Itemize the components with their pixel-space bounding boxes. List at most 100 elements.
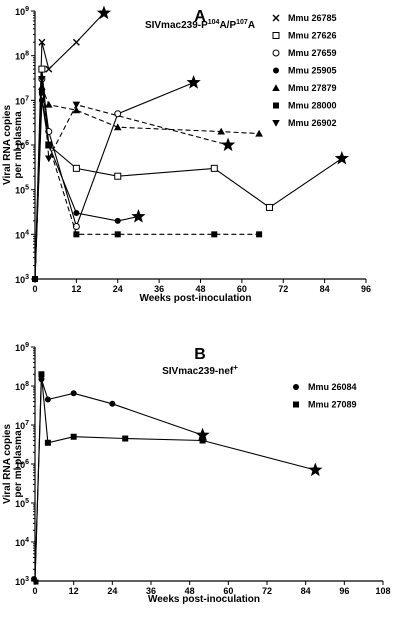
- data-point: [114, 172, 122, 180]
- data-point: [70, 390, 77, 397]
- data-point: [38, 371, 45, 378]
- panel-b-y-axis-title: Viral RNA copiesper ml plasma: [2, 424, 24, 504]
- legend-label: Mmu 27626: [288, 31, 337, 41]
- data-point: [73, 231, 80, 238]
- legend-marker: [293, 401, 299, 408]
- data-point: [256, 231, 263, 238]
- data-point: [114, 217, 121, 224]
- panel-b-y-tick-label: 105: [15, 498, 29, 509]
- panel-a-y-tick-label: 105: [15, 185, 29, 196]
- panel-b-y-tick-label: 103: [15, 576, 29, 587]
- legend-marker: [273, 102, 279, 109]
- baseline-point: [33, 579, 39, 585]
- panel-b-x-tick-label: 36: [146, 586, 156, 596]
- legend-marker: [272, 49, 280, 57]
- series-line: [34, 86, 260, 280]
- panel-a-x-tick-label: 60: [237, 284, 247, 294]
- series-mmu-27879: [34, 83, 263, 280]
- panel-a-x-tick-label: 36: [154, 284, 164, 294]
- end-star-marker: [308, 462, 323, 477]
- end-star-marker: [195, 427, 210, 442]
- data-point: [44, 155, 53, 163]
- panel-b-x-tick-label: 24: [107, 586, 117, 596]
- panel-a-title: SIVmac239-P104A/P107A: [145, 19, 255, 31]
- panel-b-x-tick-label: 60: [223, 586, 233, 596]
- panel-b-y-tick-label: 109: [15, 342, 29, 353]
- panel-a-y-tick-label: 107: [15, 95, 29, 106]
- panel-a: 103 104 105 106 107 108 109 0 12 24 36 48 60 72 84 96 AS…: [2, 5, 371, 304]
- legend-marker: [293, 384, 299, 390]
- panel-b-legend: Mmu 26084 Mmu 27089: [293, 382, 357, 410]
- series-line: [34, 100, 139, 280]
- panel-b-x-axis-title: Weeks post-inoculation: [148, 594, 260, 605]
- data-point: [265, 203, 273, 211]
- data-point: [72, 106, 81, 114]
- panel-a-y-tick-label: 103: [15, 274, 29, 285]
- panel-a-y-axis-title: Viral RNA copiesper ml plasma: [2, 105, 24, 185]
- legend-label: Mmu 27089: [308, 400, 357, 410]
- legend-marker: [273, 67, 279, 74]
- panel-b-y-tick-label: 108: [15, 381, 29, 392]
- panel-a-x-tick-label: 96: [361, 284, 371, 294]
- series-mmu-28000: [34, 89, 263, 280]
- legend-marker: [272, 32, 280, 39]
- panel-b-y-tick-label: 104: [15, 537, 29, 548]
- data-point: [199, 437, 206, 444]
- panel-a-x-tick-label: 0: [32, 284, 37, 294]
- end-star-marker: [220, 137, 236, 152]
- data-point: [38, 38, 46, 46]
- data-point: [113, 123, 122, 131]
- panel-b-y-tick-label: 107: [15, 420, 29, 431]
- end-star-marker: [96, 5, 112, 20]
- data-point: [72, 38, 80, 46]
- panel-a-y-tick-label: 108: [15, 51, 29, 62]
- panel-b-y-tick-label: 106: [15, 459, 29, 470]
- data-point: [44, 439, 51, 446]
- panel-a-x-axis-title: Weeks post-inoculation: [139, 293, 251, 304]
- data-point: [217, 127, 225, 135]
- legend-label: Mmu 25905: [288, 66, 337, 76]
- panel-b-label: B: [194, 346, 206, 363]
- panel-b-title: SIVmac239-nef+: [162, 363, 238, 377]
- data-point: [38, 76, 46, 83]
- legend-label: Mmu 27879: [288, 83, 337, 93]
- legend-label: Mmu 26902: [288, 118, 337, 128]
- data-point: [72, 164, 80, 172]
- series-mmu-27089: [34, 371, 323, 582]
- panel-b-x-tick-label: 84: [301, 586, 311, 596]
- panel-a-legend: Mmu 26785 Mmu 27626 Mmu 27659 Mmu 25905 Mmu …: [272, 13, 337, 128]
- panel-a-label: A: [194, 8, 206, 25]
- end-star-marker: [131, 209, 146, 223]
- panel-b-x-tick-label: 72: [262, 586, 272, 596]
- panel-a-y-tick-label: 104: [15, 229, 29, 240]
- series-mmu-26785: [34, 5, 112, 280]
- data-point: [114, 231, 121, 238]
- end-star-marker: [334, 150, 349, 165]
- data-point: [72, 101, 81, 109]
- data-point: [70, 433, 77, 440]
- panel-b-x-tick-label: 108: [375, 586, 390, 596]
- series-line: [34, 378, 203, 582]
- legend-label: Mmu 27659: [288, 48, 337, 58]
- data-point: [114, 110, 122, 118]
- series-mmu-26084: [34, 376, 210, 582]
- data-point: [73, 210, 80, 217]
- panel-a-y-tick-label: 106: [15, 140, 29, 151]
- baseline-point: [32, 276, 38, 282]
- panel-a-x-tick-label: 12: [71, 284, 81, 294]
- panel-a-y-tick-label: 109: [15, 6, 29, 17]
- data-point: [72, 222, 80, 230]
- data-point: [109, 400, 116, 407]
- panel-b-x-tick-label: 0: [32, 586, 37, 596]
- series-mmu-27626: [34, 65, 349, 280]
- data-point: [45, 142, 52, 148]
- data-point: [211, 231, 218, 238]
- series-line: [34, 374, 316, 582]
- legend-label: Mmu 26084: [308, 382, 357, 392]
- legend-marker: [272, 14, 280, 22]
- legend-marker: [272, 120, 280, 127]
- end-star-marker: [186, 75, 201, 89]
- panel-b-x-tick-label: 96: [339, 586, 349, 596]
- legend-marker: [272, 84, 280, 91]
